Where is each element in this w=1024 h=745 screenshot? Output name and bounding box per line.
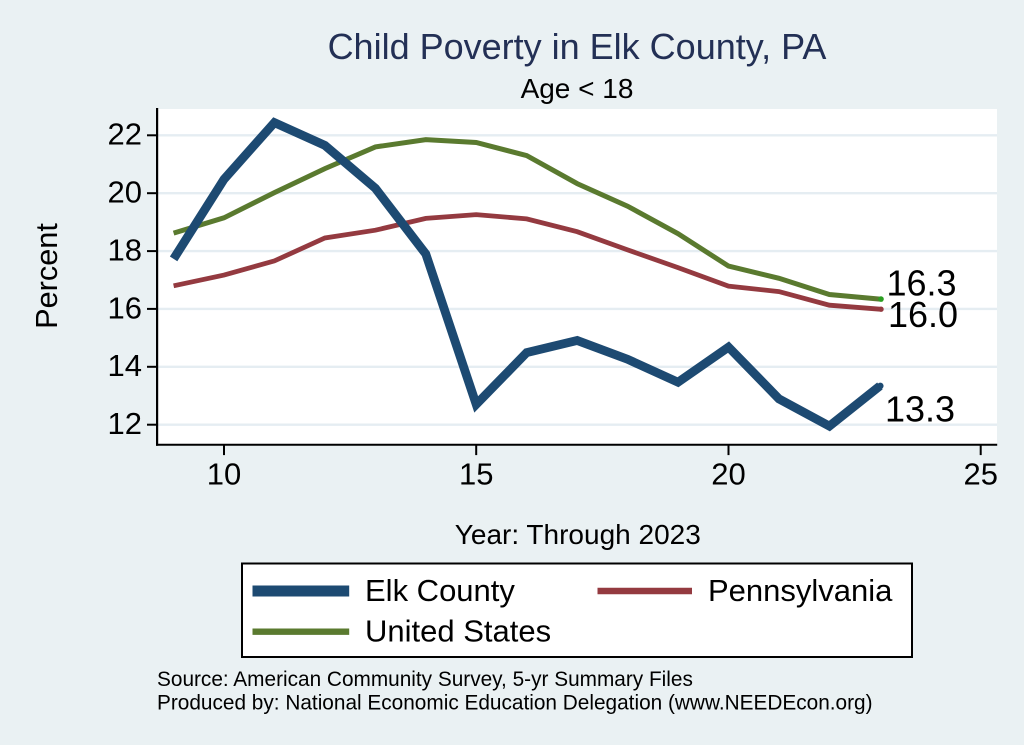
svg-text:14: 14 bbox=[108, 348, 142, 383]
svg-text:20: 20 bbox=[711, 456, 745, 491]
svg-text:12: 12 bbox=[108, 406, 142, 441]
svg-text:16: 16 bbox=[108, 290, 142, 325]
svg-text:Elk County: Elk County bbox=[365, 573, 515, 608]
svg-text:Pennsylvania: Pennsylvania bbox=[708, 573, 893, 608]
svg-text:15: 15 bbox=[459, 456, 493, 491]
svg-text:16.3: 16.3 bbox=[887, 263, 957, 304]
svg-text:22: 22 bbox=[108, 117, 142, 152]
svg-text:Age < 18: Age < 18 bbox=[521, 73, 634, 104]
svg-text:Source: American Community Sur: Source: American Community Survey, 5-yr … bbox=[157, 668, 693, 691]
svg-text:18: 18 bbox=[108, 233, 142, 268]
svg-text:Produced by: National Economic: Produced by: National Economic Education… bbox=[157, 691, 873, 714]
svg-text:Year: Through 2023: Year: Through 2023 bbox=[455, 519, 701, 550]
svg-text:25: 25 bbox=[963, 456, 997, 491]
svg-text:13.3: 13.3 bbox=[885, 389, 955, 430]
svg-text:16.0: 16.0 bbox=[888, 294, 958, 335]
svg-text:Child Poverty in Elk County, P: Child Poverty in Elk County, PA bbox=[328, 26, 827, 67]
svg-text:Percent: Percent bbox=[29, 223, 64, 329]
svg-text:United States: United States bbox=[365, 614, 551, 649]
svg-text:20: 20 bbox=[108, 175, 142, 210]
svg-text:10: 10 bbox=[207, 456, 241, 491]
